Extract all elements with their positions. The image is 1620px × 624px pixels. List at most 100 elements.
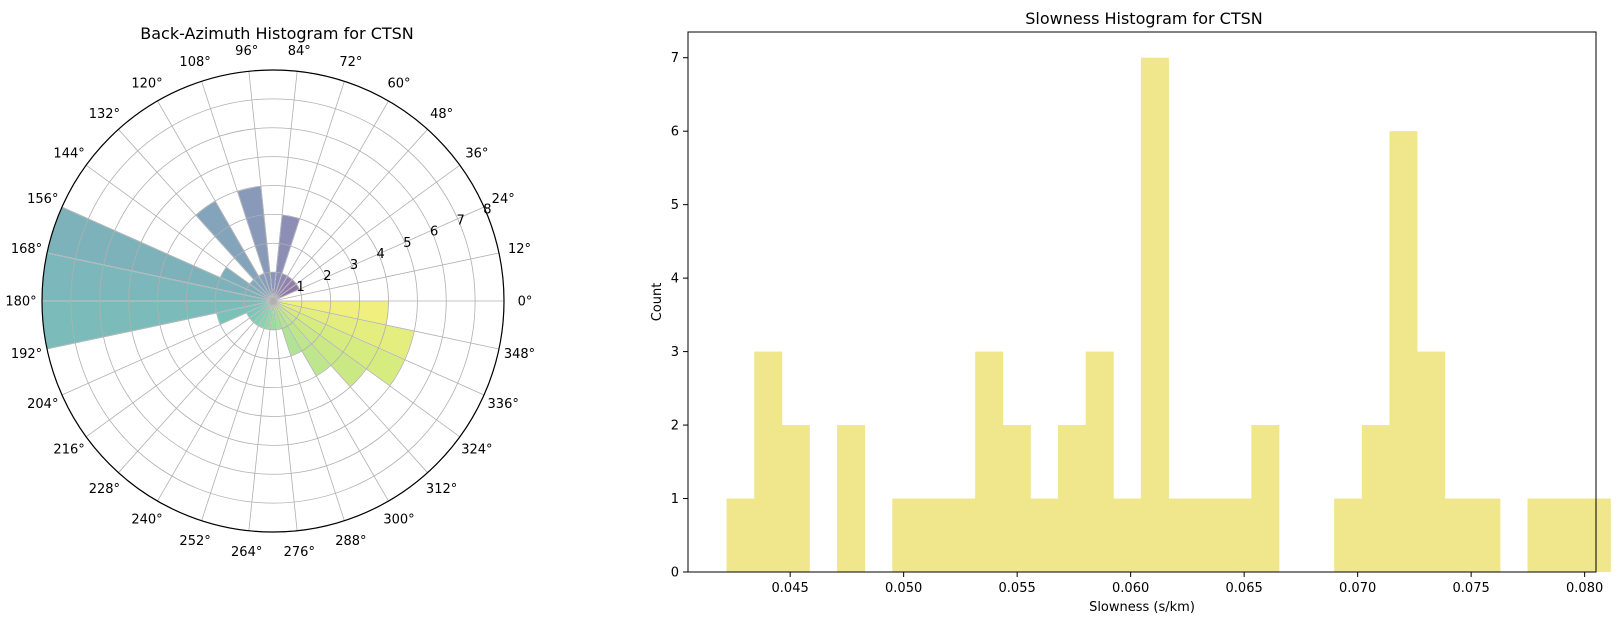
histogram-bar <box>754 351 783 572</box>
polar-angle-tick-label: 240° <box>131 513 162 528</box>
polar-grid-spoke <box>201 81 274 302</box>
histogram-y-tick-label: 4 <box>671 272 679 287</box>
polar-grid-spoke <box>272 300 485 396</box>
polar-angle-tick-label: 288° <box>335 534 366 549</box>
histogram-x-tick-label: 0.055 <box>999 581 1036 596</box>
polar-angle-tick-label: 108° <box>179 55 210 70</box>
polar-grid-spoke <box>157 100 274 302</box>
histogram-bar <box>975 351 1004 572</box>
histogram-y-tick-label: 5 <box>671 198 679 213</box>
polar-grid-spoke <box>272 81 345 302</box>
histogram-bar <box>1444 498 1473 572</box>
polar-grid-spoke <box>272 300 389 502</box>
histogram-bar <box>1361 425 1390 572</box>
histogram-y-ticks: 0 1 2 3 4 5 6 7 <box>671 51 688 581</box>
polar-radial-tick-label: 2 <box>323 269 331 284</box>
histogram-bar <box>1140 57 1169 572</box>
polar-grid-spoke <box>61 300 274 396</box>
polar-angle-tick-label: 156° <box>27 192 58 207</box>
polar-angle-tick-label: 276° <box>284 545 315 560</box>
polar-angle-tick-label: 300° <box>383 513 414 528</box>
histogram-bar <box>1527 498 1556 572</box>
polar-angle-tick-label: 12° <box>508 242 531 257</box>
polar-radial-tick-label: 3 <box>350 258 358 273</box>
histogram-bar <box>726 498 755 572</box>
histogram-y-tick-label: 3 <box>671 345 679 360</box>
histogram-bar <box>919 498 948 572</box>
histogram-bar <box>781 425 810 572</box>
histogram-axes-frame <box>687 31 1597 573</box>
polar-grid-spoke <box>272 300 298 531</box>
polar-grid-spoke <box>157 300 274 502</box>
polar-angle-tick-label: 60° <box>387 76 410 91</box>
polar-grid-spoke <box>46 252 274 302</box>
histogram-bar <box>947 498 976 572</box>
histogram-x-tick-label: 0.065 <box>1226 581 1263 596</box>
polar-angle-tick-label: 252° <box>179 534 210 549</box>
polar-angle-tick-label: 144° <box>53 146 84 161</box>
polar-angle-tick-label: 24° <box>492 192 515 207</box>
polar-angle-tick-label: 312° <box>426 482 457 497</box>
histogram-y-tick-label: 1 <box>671 492 679 507</box>
histogram-bars <box>726 57 1611 572</box>
polar-angle-tick-label: 180° <box>5 295 36 310</box>
polar-grid-spoke <box>46 300 274 350</box>
histogram-x-tick-label: 0.070 <box>1339 581 1376 596</box>
polar-angle-tick-label: 228° <box>89 482 120 497</box>
histogram-bar <box>892 498 921 572</box>
histogram-bar <box>1472 498 1501 572</box>
polar-grid-spoke <box>118 129 274 302</box>
histogram-bar <box>1334 498 1363 572</box>
polar-grid-spoke <box>272 71 298 302</box>
polar-grid-spoke <box>272 300 345 521</box>
polar-angle-tick-label: 0° <box>518 295 533 310</box>
polar-angle-tick-label: 36° <box>465 146 488 161</box>
polar-radial-tick-label: 1 <box>297 280 305 295</box>
histogram-y-tick-label: 2 <box>671 419 679 434</box>
polar-angle-tick-label: 168° <box>11 242 42 257</box>
histogram-x-ticks: 0.045 0.050 0.055 0.060 0.065 0.070 0.075 0.080 <box>772 572 1603 596</box>
polar-angle-tick-label: 72° <box>339 55 362 70</box>
polar-angle-tick-label: 120° <box>131 76 162 91</box>
polar-chart-title: Back-Azimuth Histogram for CTSN <box>140 24 414 43</box>
histogram-bar <box>1555 498 1584 572</box>
histogram-bar <box>1085 351 1114 572</box>
polar-angle-tick-label: 324° <box>461 443 492 458</box>
polar-grid <box>41 69 505 533</box>
histogram-bar <box>1168 498 1197 572</box>
polar-radial-tick-label: 5 <box>403 236 411 251</box>
polar-grid-spoke <box>85 164 274 302</box>
histogram-x-tick-label: 0.080 <box>1566 581 1603 596</box>
polar-grid-spoke <box>61 206 274 302</box>
polar-grid-spoke <box>272 300 500 350</box>
polar-angle-tick-label: 84° <box>288 44 311 59</box>
polar-radial-tick-label: 6 <box>430 225 438 240</box>
polar-grid-spoke <box>248 300 274 531</box>
histogram-x-tick-label: 0.075 <box>1453 581 1490 596</box>
histogram-y-tick-label: 7 <box>671 51 679 66</box>
polar-grid-spoke <box>272 300 461 438</box>
polar-angle-tick-label: 336° <box>488 397 519 412</box>
polar-grid-spoke <box>272 252 500 302</box>
histogram-bar <box>1251 425 1280 572</box>
polar-chart: Back-Azimuth Histogram for CTSN 0° 12° 24°… <box>5 24 535 560</box>
polar-angle-tick-label: 204° <box>27 397 58 412</box>
histogram-y-tick-label: 6 <box>671 125 679 140</box>
polar-grid-spoke <box>118 300 274 473</box>
polar-bars <box>41 185 415 388</box>
polar-frame <box>41 69 505 533</box>
polar-grid-spoke <box>272 206 485 302</box>
histogram-x-axis-label: Slowness (s/km) <box>1089 600 1195 615</box>
histogram-bar <box>837 425 866 572</box>
polar-angle-labels: 0°12°24°36°48°60°72°84°96°108°120°132°14… <box>5 44 535 560</box>
histogram-bar <box>1389 131 1418 572</box>
polar-grid-spoke <box>85 300 274 438</box>
polar-radial-tick-label: 7 <box>457 214 465 229</box>
polar-angle-tick-label: 192° <box>11 347 42 362</box>
histogram-title: Slowness Histogram for CTSN <box>1025 9 1262 28</box>
polar-angle-tick-label: 216° <box>53 443 84 458</box>
polar-grid-spoke <box>272 164 461 302</box>
histogram-x-tick-label: 0.050 <box>885 581 922 596</box>
polar-angle-tick-label: 132° <box>89 107 120 122</box>
